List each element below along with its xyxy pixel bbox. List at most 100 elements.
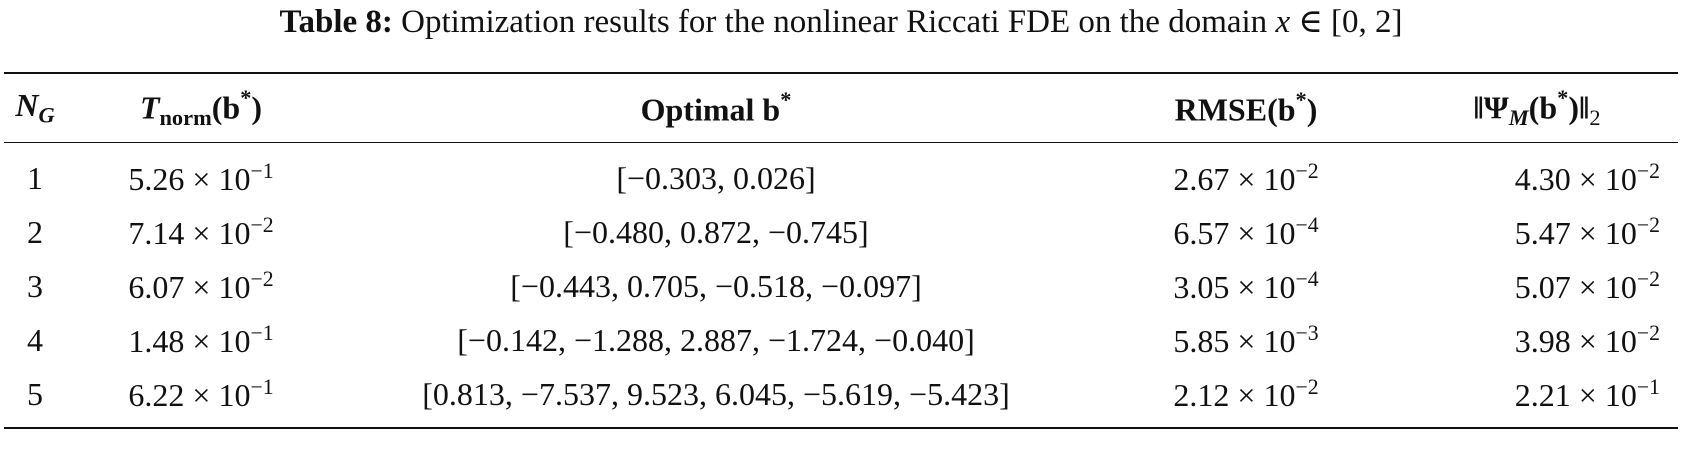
- cell-base: 5.47 × 10: [1514, 214, 1637, 251]
- cell-exponent: −2: [1636, 266, 1660, 291]
- table-header: NG Tnorm(b*) Optimal b* RMSE(b*) ‖ΨM(b*)‖2: [4, 73, 1678, 143]
- table-cell: [−0.142, −1.288, 2.887, −1.724, −0.040]: [336, 313, 1096, 367]
- cell-base: 6.22 × 10: [128, 376, 251, 413]
- table-body: 1 5.26 × 10−1 [−0.303, 0.026] 2.67 × 10−2 4.…: [4, 143, 1678, 428]
- table-cell: 3.05 × 10−4: [1096, 259, 1396, 313]
- table-cell: 5.85 × 10−3: [1096, 313, 1396, 367]
- results-table: NG Tnorm(b*) Optimal b* RMSE(b*) ‖ΨM(b*)‖2 1…: [4, 72, 1678, 429]
- cell-base: 3.05 × 10: [1173, 268, 1296, 305]
- table-cell: 6.57 × 10−4: [1096, 205, 1396, 259]
- header-text: 2: [1589, 105, 1601, 131]
- header-text: N: [15, 87, 39, 124]
- cell-exponent: −1: [250, 374, 274, 399]
- caption: Table 8: Optimization results for the no…: [0, 0, 1682, 44]
- header-text: ): [251, 89, 263, 126]
- header-cell: RMSE(b*): [1096, 73, 1396, 143]
- table-cell: 6.22 × 10−1: [66, 367, 336, 428]
- table-cell: 5: [4, 367, 66, 428]
- table-row: 1 5.26 × 10−1 [−0.303, 0.026] 2.67 × 10−2 4.…: [4, 143, 1678, 206]
- cell-text: [−0.142, −1.288, 2.887, −1.724, −0.040]: [457, 321, 975, 358]
- caption-text: Optimization results for the nonlinear R…: [392, 4, 1276, 40]
- header-row: NG Tnorm(b*) Optimal b* RMSE(b*) ‖ΨM(b*)‖2: [4, 73, 1678, 143]
- header-text: *: [1295, 87, 1307, 113]
- header-text: ): [1306, 91, 1318, 128]
- cell-base: 1.48 × 10: [128, 322, 251, 359]
- cell-exponent: −2: [250, 266, 274, 291]
- cell-text: [−0.303, 0.026]: [616, 159, 816, 196]
- header-text: *: [240, 84, 252, 110]
- table-cell: 4: [4, 313, 66, 367]
- header-text: )‖: [1568, 89, 1590, 126]
- cell-exponent: −1: [250, 320, 274, 345]
- header-text: G: [38, 102, 55, 128]
- table-cell: 7.14 × 10−2: [66, 205, 336, 259]
- cell-base: 4.30 × 10: [1514, 160, 1637, 197]
- table-cell: 2.12 × 10−2: [1096, 367, 1396, 428]
- cell-text: 5: [27, 375, 43, 412]
- header-text: Optimal b: [640, 91, 781, 128]
- table-cell: 5.26 × 10−1: [66, 143, 336, 206]
- header-text: *: [1557, 84, 1569, 110]
- header-cell: Optimal b*: [336, 73, 1096, 143]
- cell-exponent: −2: [250, 212, 274, 237]
- table-cell: [−0.303, 0.026]: [336, 143, 1096, 206]
- cell-exponent: −4: [1295, 212, 1319, 237]
- header-text: M: [1508, 105, 1529, 131]
- table-cell: 5.07 × 10−2: [1396, 259, 1678, 313]
- cell-exponent: −1: [1636, 374, 1660, 399]
- caption-text: x: [1275, 4, 1291, 40]
- cell-text: [−0.443, 0.705, −0.518, −0.097]: [510, 267, 922, 304]
- header-text: RMSE(b: [1174, 91, 1296, 128]
- table-cell: [−0.480, 0.872, −0.745]: [336, 205, 1096, 259]
- header-text: (b: [1528, 89, 1558, 126]
- table-cell: 1: [4, 143, 66, 206]
- cell-base: 2.12 × 10: [1173, 376, 1296, 413]
- cell-text: [0.813, −7.537, 9.523, 6.045, −5.619, −5…: [422, 375, 1010, 412]
- cell-exponent: −2: [1636, 212, 1660, 237]
- caption-text: ∈ [0, 2]: [1290, 4, 1403, 40]
- cell-base: 5.85 × 10: [1173, 322, 1296, 359]
- table-row: 4 1.48 × 10−1 [−0.142, −1.288, 2.887, −1.7…: [4, 313, 1678, 367]
- table-cell: 3: [4, 259, 66, 313]
- table-cell: 1.48 × 10−1: [66, 313, 336, 367]
- cell-base: 6.07 × 10: [128, 268, 251, 305]
- cell-base: 2.21 × 10: [1514, 376, 1637, 413]
- cell-base: 5.07 × 10: [1514, 268, 1637, 305]
- header-text: T: [139, 89, 160, 126]
- table-cell: 6.07 × 10−2: [66, 259, 336, 313]
- cell-text: [−0.480, 0.872, −0.745]: [563, 213, 869, 250]
- cell-base: 2.67 × 10: [1173, 160, 1296, 197]
- cell-base: 7.14 × 10: [128, 214, 251, 251]
- cell-base: 6.57 × 10: [1173, 214, 1296, 251]
- table-cell: [0.813, −7.537, 9.523, 6.045, −5.619, −5…: [336, 367, 1096, 428]
- header-cell: Tnorm(b*): [66, 73, 336, 143]
- cell-exponent: −2: [1636, 320, 1660, 345]
- table-cell: [−0.443, 0.705, −0.518, −0.097]: [336, 259, 1096, 313]
- cell-exponent: −1: [250, 158, 274, 183]
- header-text: (b: [211, 89, 241, 126]
- table-row: 5 6.22 × 10−1 [0.813, −7.537, 9.523, 6.045…: [4, 367, 1678, 428]
- table-row: 2 7.14 × 10−2 [−0.480, 0.872, −0.745] 6.57 …: [4, 205, 1678, 259]
- cell-text: 2: [27, 213, 43, 250]
- caption-label: Table 8:: [279, 4, 393, 40]
- header-text: ‖Ψ: [1473, 89, 1509, 126]
- cell-exponent: −4: [1295, 266, 1319, 291]
- table-cell: 4.30 × 10−2: [1396, 143, 1678, 206]
- table-cell: 3.98 × 10−2: [1396, 313, 1678, 367]
- table-cell: 2.21 × 10−1: [1396, 367, 1678, 428]
- header-text: norm: [159, 105, 212, 131]
- cell-base: 5.26 × 10: [128, 160, 251, 197]
- table-cell: 2: [4, 205, 66, 259]
- table-cell: 2.67 × 10−2: [1096, 143, 1396, 206]
- cell-exponent: −2: [1295, 374, 1319, 399]
- table-cell: 5.47 × 10−2: [1396, 205, 1678, 259]
- header-text: *: [780, 87, 792, 113]
- cell-text: 4: [27, 321, 43, 358]
- cell-exponent: −2: [1295, 158, 1319, 183]
- cell-exponent: −2: [1636, 158, 1660, 183]
- header-cell: ‖ΨM(b*)‖2: [1396, 73, 1678, 143]
- header-cell: NG: [4, 73, 66, 143]
- table-row: 3 6.07 × 10−2 [−0.443, 0.705, −0.518, −0.0…: [4, 259, 1678, 313]
- cell-exponent: −3: [1295, 320, 1319, 345]
